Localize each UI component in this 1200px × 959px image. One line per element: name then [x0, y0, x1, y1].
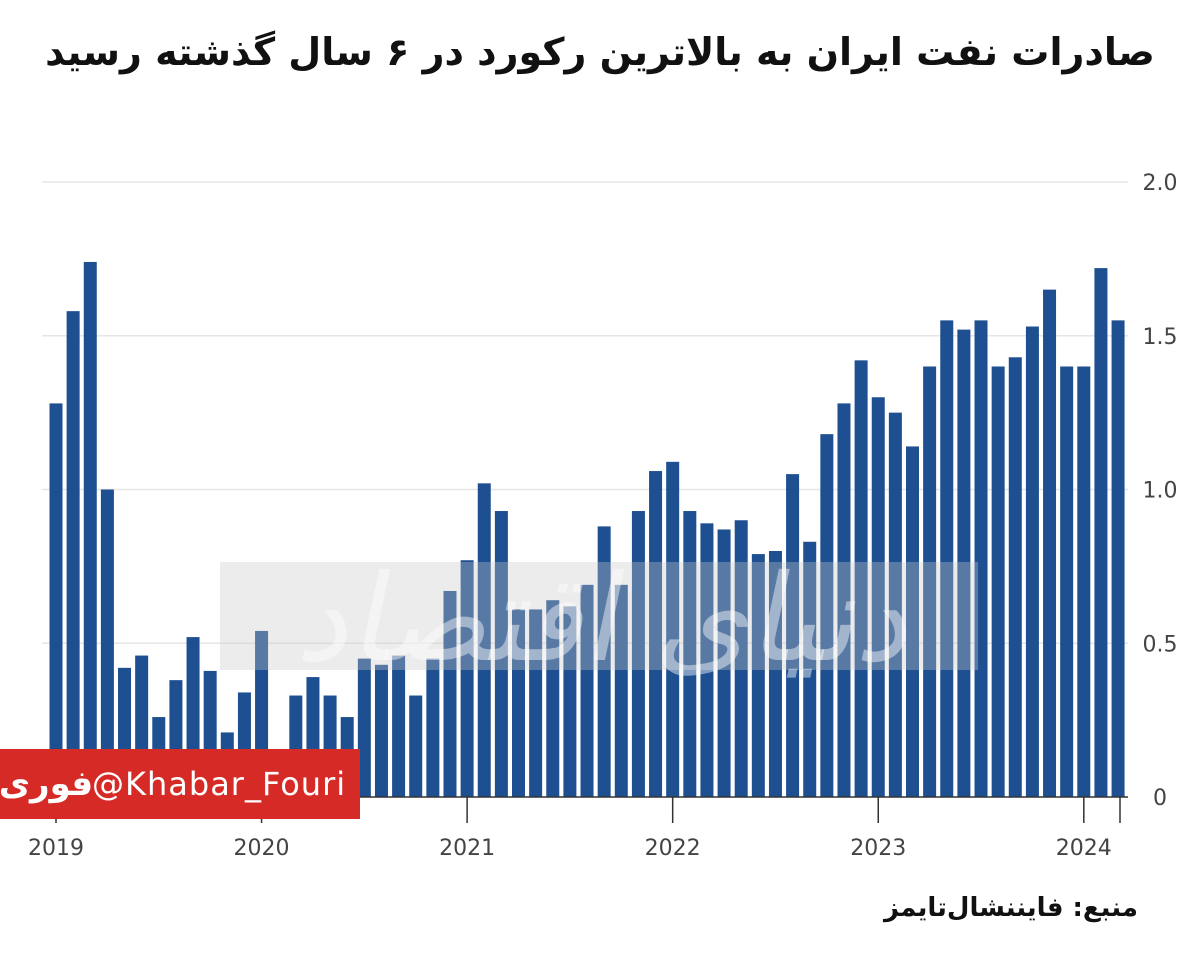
y-tick-label: 2.0 [1143, 171, 1178, 196]
bar-2019-02 [66, 311, 80, 797]
bar-2021-01 [460, 560, 474, 797]
bar-2021-12 [649, 471, 663, 797]
bar-2021-07 [563, 606, 577, 797]
bar-2021-11 [631, 511, 645, 797]
y-axis: 0 0.5 1.0 1.5 2.0 [1143, 171, 1178, 811]
bar-2021-02 [477, 483, 491, 797]
bar-2023-08 [991, 366, 1005, 797]
bar-2020-12 [443, 590, 457, 797]
bar-2021-04 [512, 609, 526, 797]
x-tick-label: 2021 [439, 836, 495, 861]
bar-2022-01 [666, 461, 680, 797]
bar-2021-10 [614, 584, 628, 797]
brand-logo: فوری [0, 764, 94, 804]
bar-2022-02 [683, 511, 697, 797]
x-tick-label: 2024 [1056, 836, 1112, 861]
bar-2019-01 [49, 403, 63, 797]
y-tick-label: 0 [1153, 786, 1167, 811]
source-note: منبع: فایننشال‌تایمز [884, 893, 1138, 923]
bar-2023-06 [957, 329, 971, 797]
bar-2021-03 [494, 511, 508, 797]
x-tick-label: 2020 [234, 836, 290, 861]
bar-2022-06 [751, 554, 765, 797]
bar-2020-07 [357, 658, 371, 797]
bar-2024-01 [1077, 366, 1091, 797]
bar-2022-03 [700, 523, 714, 797]
chart-title: صادرات نفت ایران به بالاترین رکورد در ۶ … [45, 30, 1155, 74]
bar-2022-04 [717, 529, 731, 797]
bar-2020-08 [374, 664, 388, 797]
bar-2022-05 [734, 520, 748, 797]
y-tick-label: 1.5 [1143, 325, 1178, 350]
bar-2023-04 [923, 366, 937, 797]
bar-2021-05 [529, 609, 543, 797]
bar-2023-01 [871, 397, 885, 797]
bar-2019-03 [83, 261, 97, 797]
bars [49, 261, 1125, 798]
brand-banner: فوری @Khabar_Fouri [0, 749, 360, 819]
brand-handle: @Khabar_Fouri [92, 765, 347, 803]
bar-2020-11 [426, 658, 440, 797]
bar-2019-04 [100, 489, 114, 797]
bar-2023-02 [888, 412, 902, 797]
x-axis: 2019 2020 2021 2022 2023 2024 [28, 796, 1128, 861]
bar-2022-10 [820, 434, 834, 797]
x-tick-label: 2019 [28, 836, 84, 861]
bar-2023-05 [940, 320, 954, 797]
bar-2020-10 [409, 695, 423, 797]
bar-2024-02 [1094, 268, 1108, 798]
y-tick-label: 0.5 [1143, 632, 1178, 657]
x-tick-label: 2022 [645, 836, 701, 861]
x-tick-label: 2023 [850, 836, 906, 861]
bar-2022-08 [786, 474, 800, 797]
watermark-band [220, 562, 978, 670]
bar-2022-11 [837, 403, 851, 797]
bar-2023-10 [1025, 326, 1039, 797]
bar-2023-07 [974, 320, 988, 797]
bar-2022-09 [803, 541, 817, 797]
bar-2023-11 [1043, 289, 1057, 797]
bar-2021-08 [580, 584, 594, 797]
bar-2021-09 [597, 526, 611, 797]
bar-2023-09 [1008, 357, 1022, 797]
bar-2022-12 [854, 360, 868, 797]
bar-2021-06 [546, 600, 560, 797]
bar-2020-09 [392, 655, 406, 797]
bar-2022-07 [768, 551, 782, 797]
y-tick-label: 1.0 [1143, 479, 1178, 504]
bar-2024-03 [1111, 320, 1125, 797]
bar-2023-03 [906, 446, 919, 797]
bar-2023-12 [1060, 366, 1074, 797]
